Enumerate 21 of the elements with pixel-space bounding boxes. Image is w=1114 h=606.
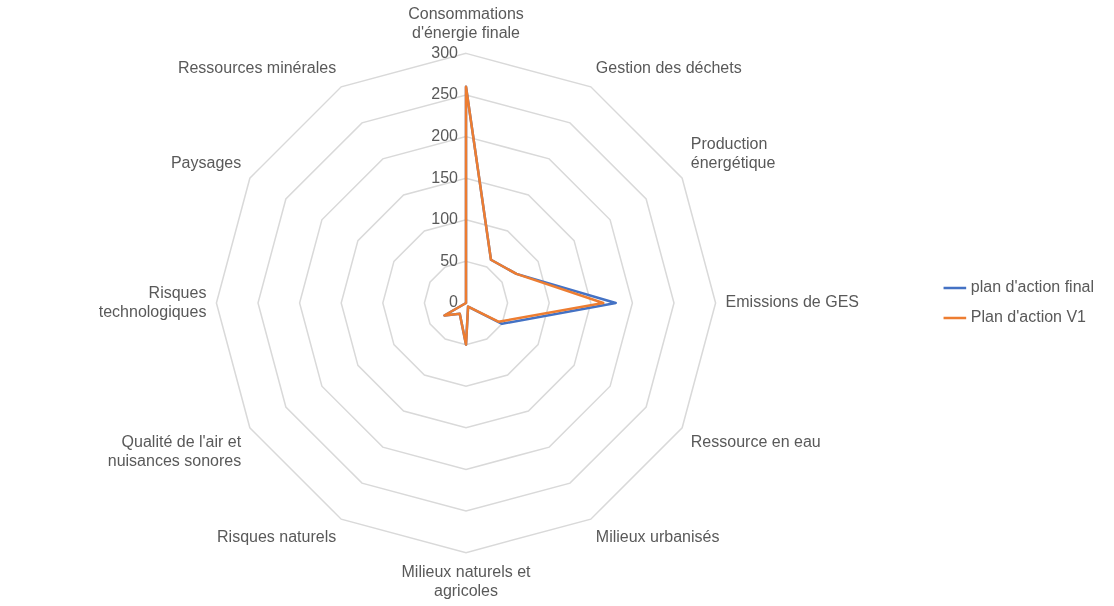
spoke-label: Milieux urbanisés [595,527,720,545]
spoke-label: Gestion des déchets [595,58,742,76]
spoke-label: Emissions de GES [725,293,859,311]
y-tick-label: 0 [449,293,459,311]
spoke-label: Production énergétique [690,134,776,172]
legend-label: Plan d'action V1 [970,308,1087,326]
spoke-label: Consommations d'énergie finale [408,5,524,42]
legend-label: plan d'action final [970,278,1094,296]
spoke-label: Milieux naturels et agricoles [401,562,532,599]
y-tick-label: 200 [431,127,459,145]
spoke-label: Qualité de l'air et nuisances sonores [107,432,242,470]
spoke-label: Paysages [170,154,242,172]
y-tick-label: 100 [431,210,459,228]
spoke-label: Risques naturels [217,527,337,545]
y-tick-label: 300 [431,43,459,61]
spoke-label: Risques technologiques [98,283,207,321]
y-tick-label: 50 [440,251,459,269]
spoke-label: Ressource en eau [690,432,821,450]
spoke-label: Ressources minérales [177,58,337,76]
y-tick-label: 250 [431,85,459,103]
y-tick-label: 150 [431,168,459,186]
